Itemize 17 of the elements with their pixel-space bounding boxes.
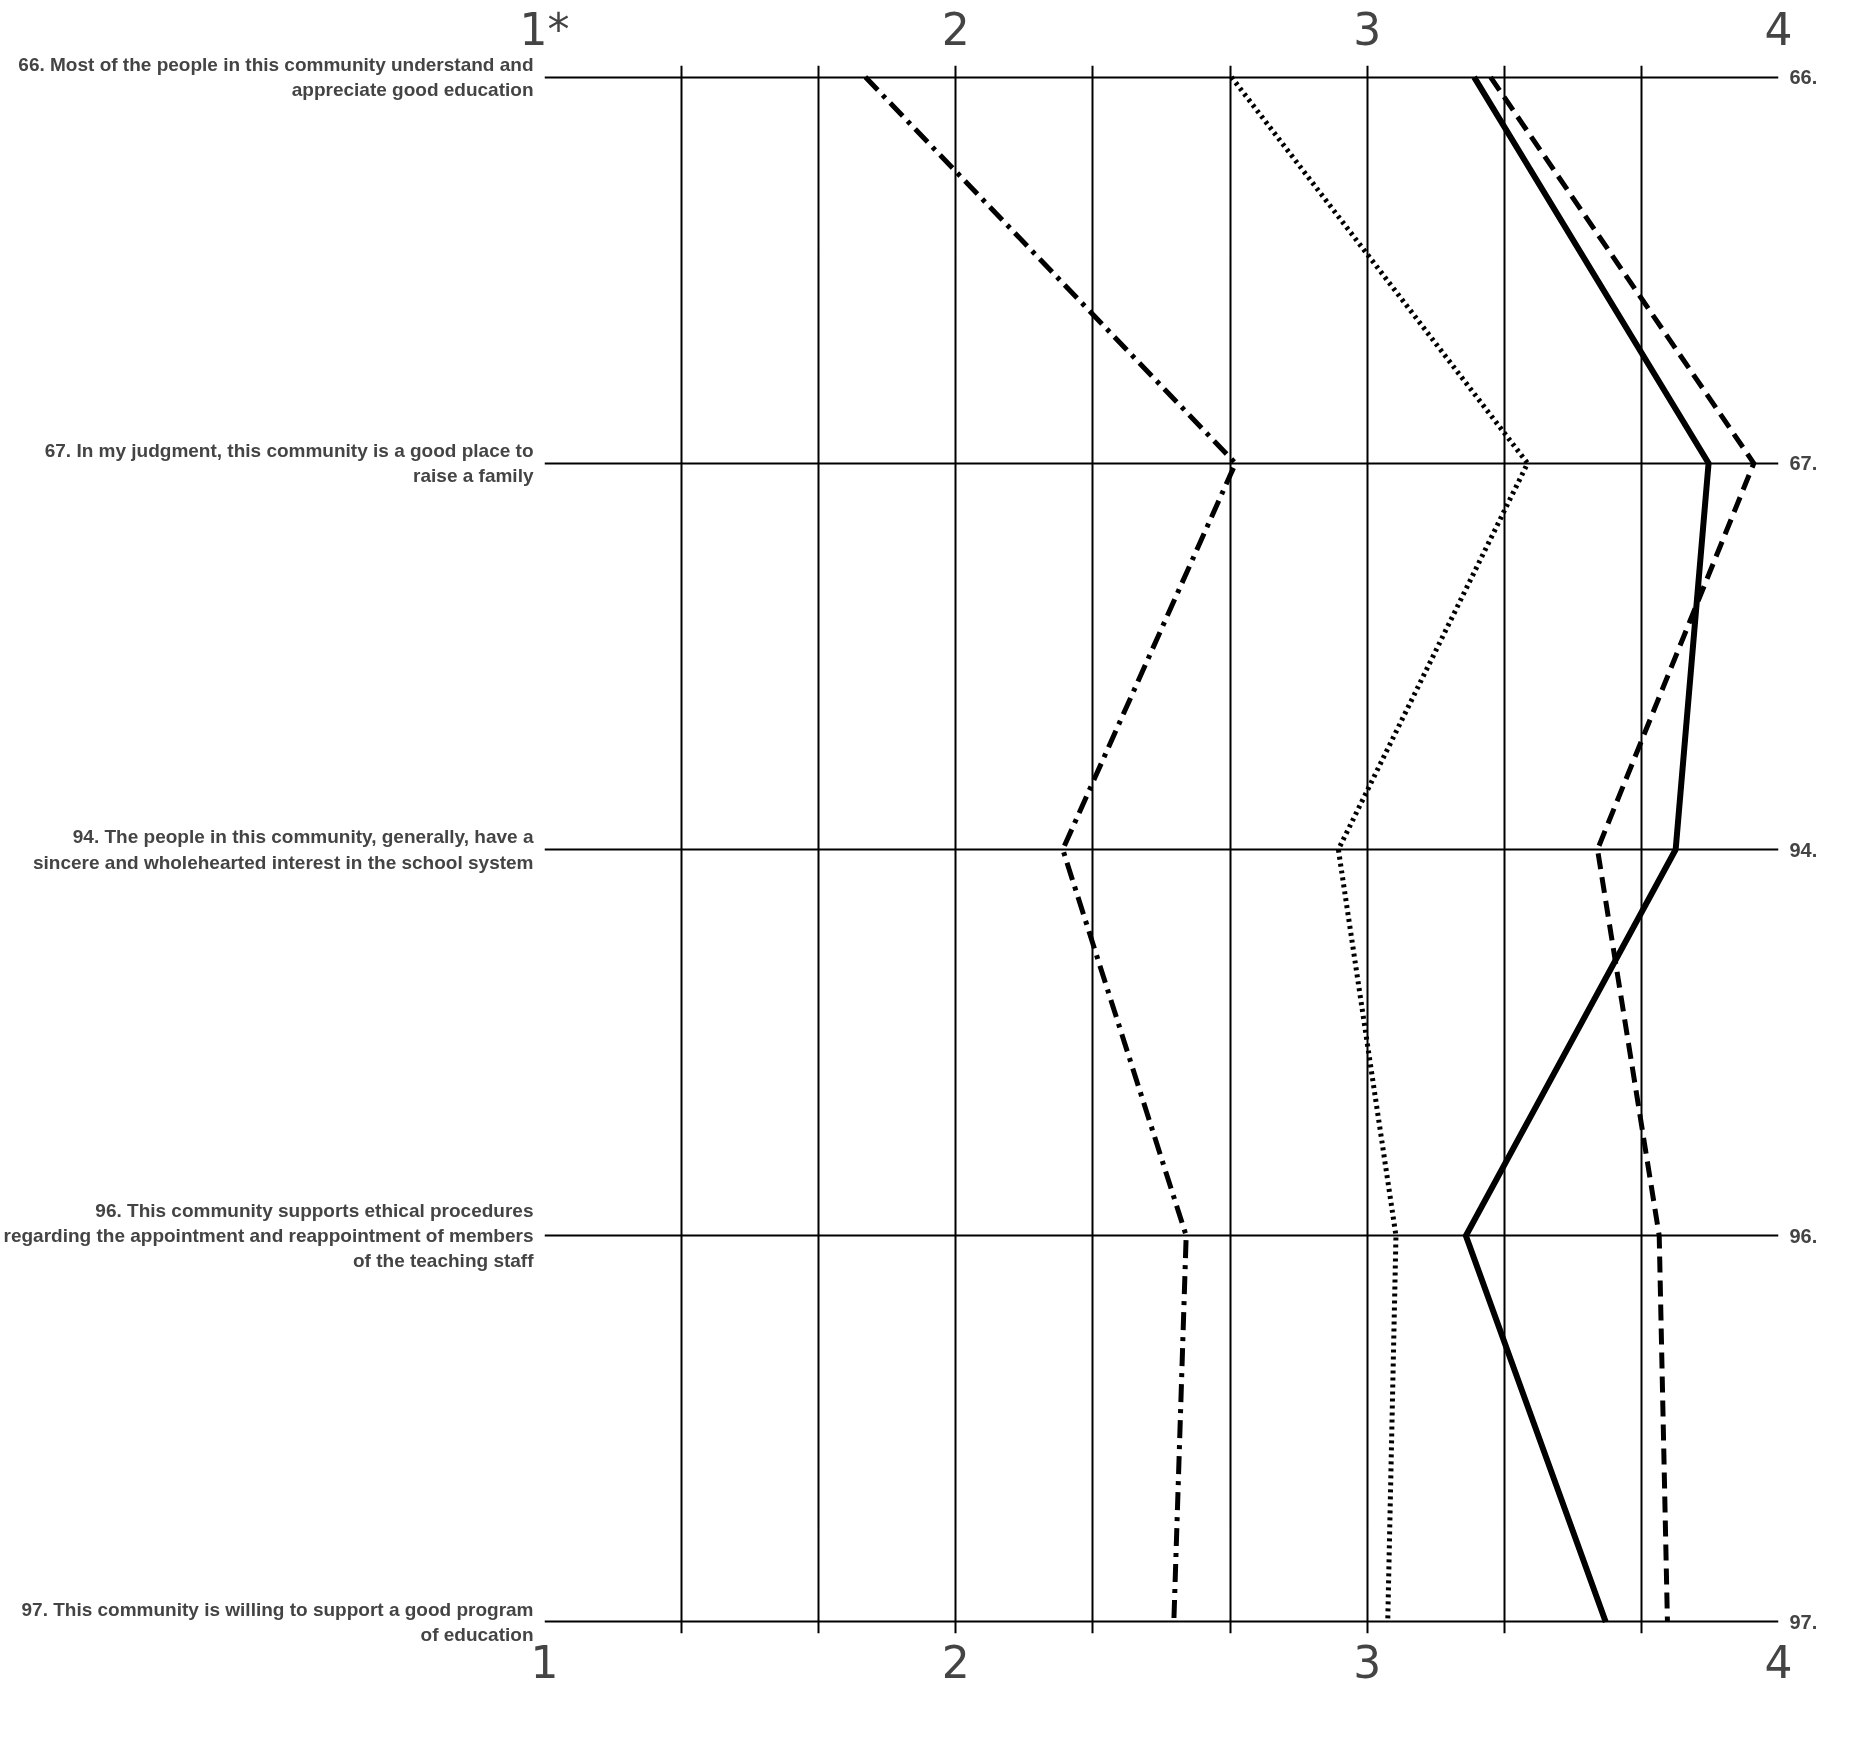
y2-tick-label: 96. — [1789, 1224, 1818, 1247]
y-tick-label: 67. In my judgment, this community is a good place to raise a family — [44, 440, 534, 487]
x-tick-label: 4 — [1764, 1636, 1793, 1688]
y2-tick-label: 94. — [1789, 838, 1818, 861]
x2-tick-label: 3 — [1353, 3, 1382, 55]
y-tick-label: 66. Most of the people in this community understand and appreciate good education — [18, 53, 534, 101]
y2-tick-label: 97. — [1789, 1610, 1818, 1633]
x2-tick-label: 2 — [941, 3, 970, 55]
y-tick-label: 97. This community is willing to support a good program of education — [21, 1598, 534, 1646]
x-tick-label: 2 — [941, 1636, 970, 1688]
x2-tick-label: 1* — [519, 3, 570, 55]
y2-tick-label: 66. — [1789, 66, 1818, 89]
x-tick-label: 3 — [1353, 1636, 1382, 1688]
y-tick-label: 96. This community supports ethical procedures regarding the appointment and reappointment of members of the teaching staff — [3, 1200, 535, 1272]
y-tick-label: 94. The people in this community, generally, have a sincere and wholehearted interest in the school system — [33, 826, 534, 873]
x2-tick-label: 4 — [1764, 3, 1793, 55]
y2-tick-label: 67. — [1789, 452, 1818, 475]
